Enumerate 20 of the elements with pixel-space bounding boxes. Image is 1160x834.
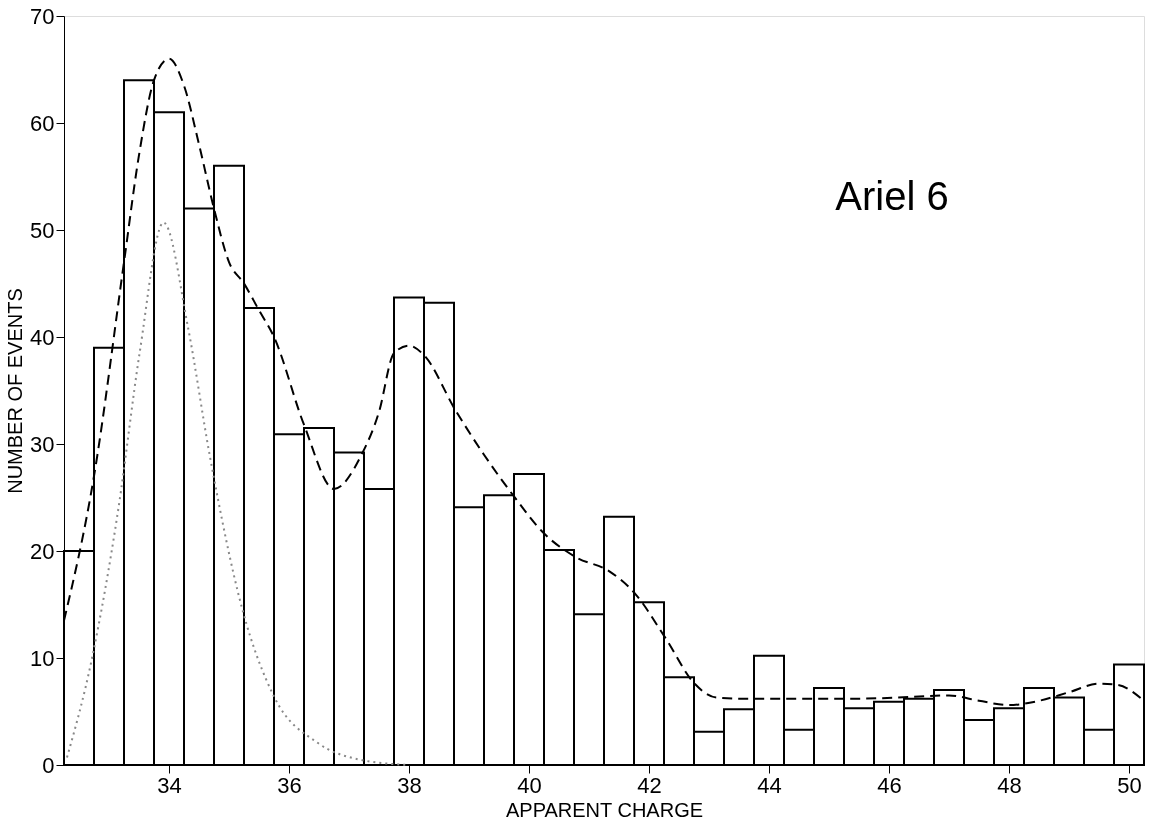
x-tick-label: 46 [877,772,902,798]
x-tick-label: 50 [1117,772,1142,798]
y-tick-label: 10 [30,645,55,671]
y-axis-title: NUMBER OF EVENTS [4,288,27,494]
x-axis-title: APPARENT CHARGE [505,798,704,821]
x-tick-label: 36 [277,772,302,798]
y-tick-label: 60 [30,110,55,136]
y-tick-label: 20 [30,538,55,564]
x-tick-label: 48 [997,772,1022,798]
x-tick-label: 42 [637,772,662,798]
x-tick-label: 38 [397,772,422,798]
y-tick-label: 0 [42,752,55,778]
y-tick-label: 30 [30,431,55,457]
y-tick-label: 50 [30,217,55,243]
y-tick-label: 40 [30,324,55,350]
x-tick-label: 34 [157,772,182,798]
x-tick-label: 44 [757,772,782,798]
x-tick-label: 40 [517,772,542,798]
annotation: Ariel 6 [835,173,949,218]
y-tick-label: 70 [30,3,55,29]
